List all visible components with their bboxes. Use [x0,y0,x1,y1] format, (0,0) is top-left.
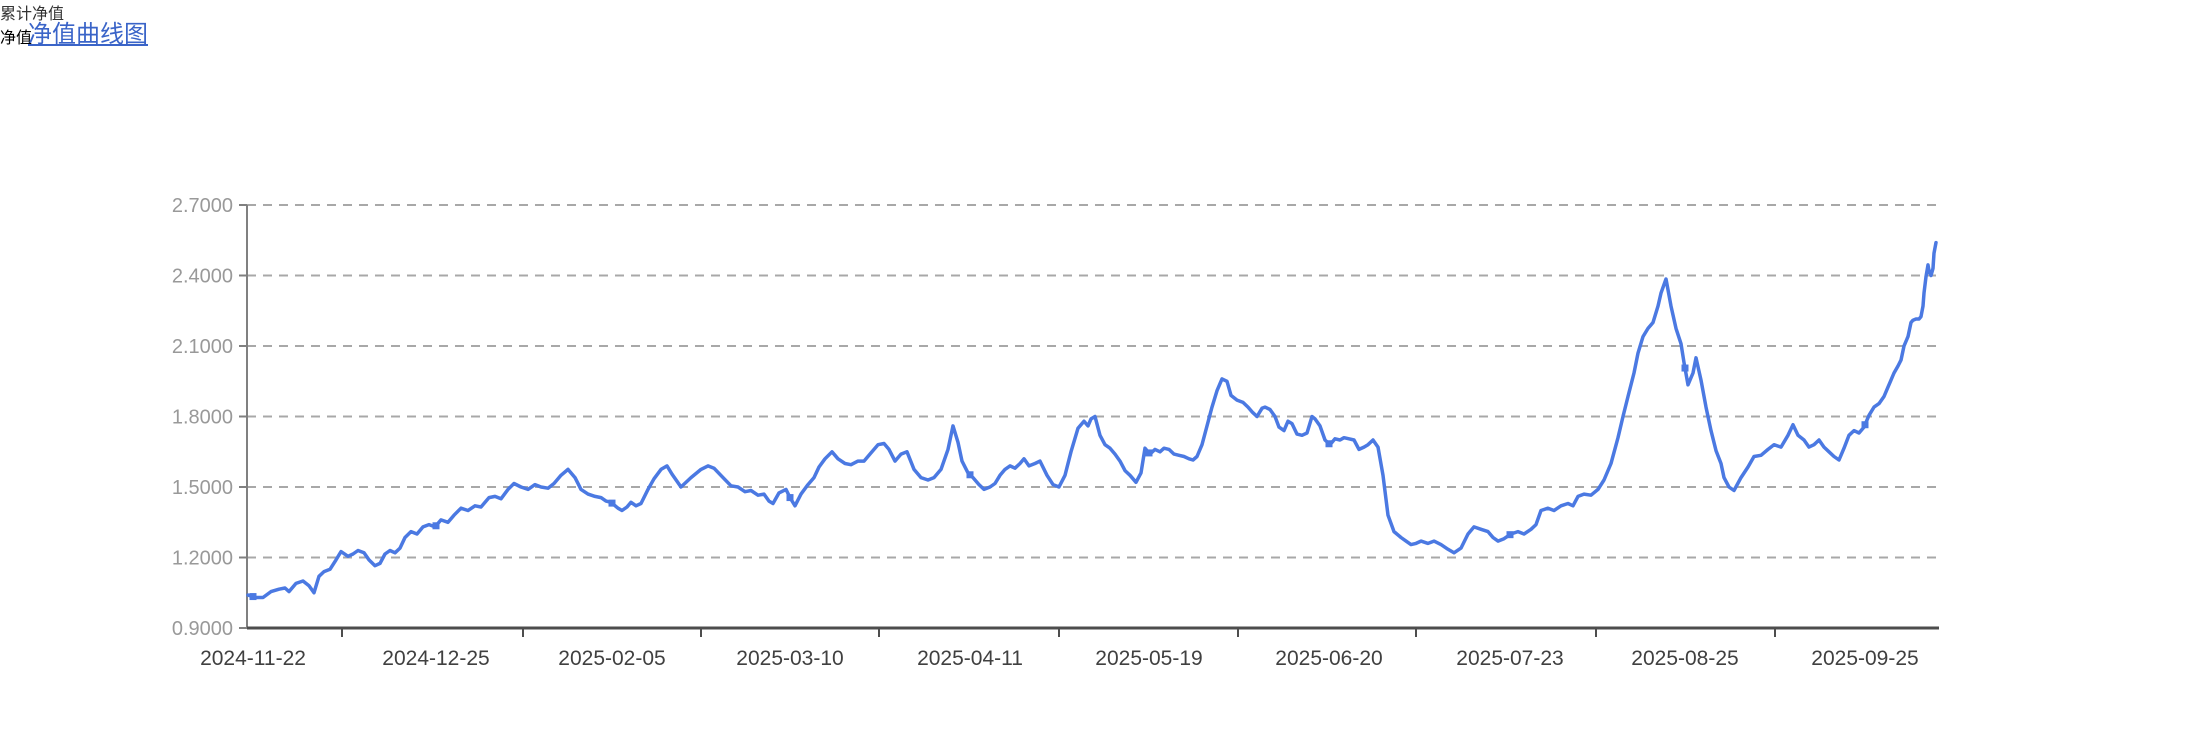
nav-line-chart: 0.9000 1.2000 1.5000 1.8000 2.1000 2.4000 2.70… [172,195,1939,670]
data-point-marker [432,522,440,530]
x-tick-label: 2025-03-10 [736,647,843,670]
x-tick-label: 2024-12-25 [382,647,489,670]
x-tick-label: 2025-07-23 [1456,647,1563,670]
data-point-marker [1325,440,1333,448]
x-tick-label: 2025-02-05 [558,647,665,670]
y-tick-label: 1.2000 [172,548,233,570]
data-point-marker [1861,421,1869,429]
cumulative-nav-line [246,240,1938,600]
data-point-marker [1145,449,1153,457]
y-tick-label: 1.8000 [172,407,233,429]
y-tick-label: 2.4000 [172,266,233,288]
chart-title-link[interactable]: 净值曲线图 [28,21,148,48]
x-tick-label: 2024-11-22 [200,647,306,670]
x-tick-label: 2025-05-19 [1095,647,1202,670]
data-point-marker [608,499,616,507]
y-tick-label: 2.1000 [172,336,233,358]
x-tick-label: 2025-06-20 [1275,647,1382,670]
data-point-marker [966,471,974,479]
legend-label: 累计净值 [0,6,65,23]
legend-item-cumulative-nav[interactable]: 累计净值 [0,0,2186,24]
data-point-marker [786,494,794,502]
data-point-marker [1681,364,1689,372]
data-point-marker [249,593,257,601]
y-tick-label: 2.7000 [172,195,233,217]
data-point-marker [1506,531,1514,539]
x-tick-label: 2025-09-25 [1811,647,1918,670]
x-tick-label: 2025-08-25 [1631,647,1738,670]
x-tick-label: 2025-04-11 [917,647,1023,670]
y-tick-label: 1.5000 [172,477,233,499]
y-axis-title: 净值 [0,30,33,47]
y-tick-label: 0.9000 [172,618,233,640]
